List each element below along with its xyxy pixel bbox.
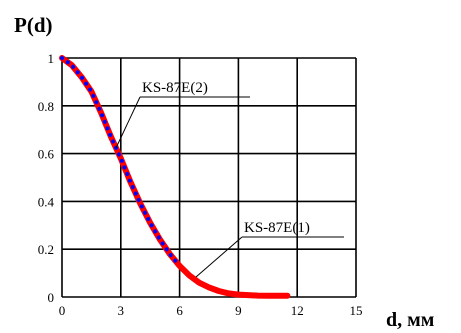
y-tick-label: 1 [48, 51, 55, 66]
annotation-label-2: KS-87E(1) [244, 220, 310, 236]
x-tick-label: 15 [350, 303, 363, 318]
annotations: KS-87E(2) KS-87E(1) [115, 80, 344, 278]
annotation-leader-2 [195, 236, 243, 278]
x-axis-label: d, мм [386, 309, 434, 331]
grid [61, 57, 357, 298]
y-tick-label: 0.6 [38, 147, 55, 162]
annotation-label-1: KS-87E(2) [142, 80, 208, 96]
y-tick-label: 0.4 [38, 194, 55, 209]
x-tick-label: 0 [59, 303, 66, 318]
y-tick-label: 0.2 [38, 242, 54, 257]
series-line-2 [60, 56, 182, 268]
y-axis-label: P(d) [14, 13, 53, 37]
x-tick-label: 12 [291, 303, 304, 318]
x-tick-label: 3 [118, 303, 125, 318]
annotation-leader-1 [115, 96, 141, 149]
tick-labels: 0 3 6 9 12 15 0 0.2 0.4 0.6 0.8 1 [38, 51, 363, 318]
y-tick-label: 0 [48, 290, 55, 305]
series-group [59, 55, 291, 299]
x-tick-label: 9 [235, 303, 242, 318]
x-tick-label: 6 [176, 303, 183, 318]
y-tick-label: 0.8 [38, 99, 54, 114]
